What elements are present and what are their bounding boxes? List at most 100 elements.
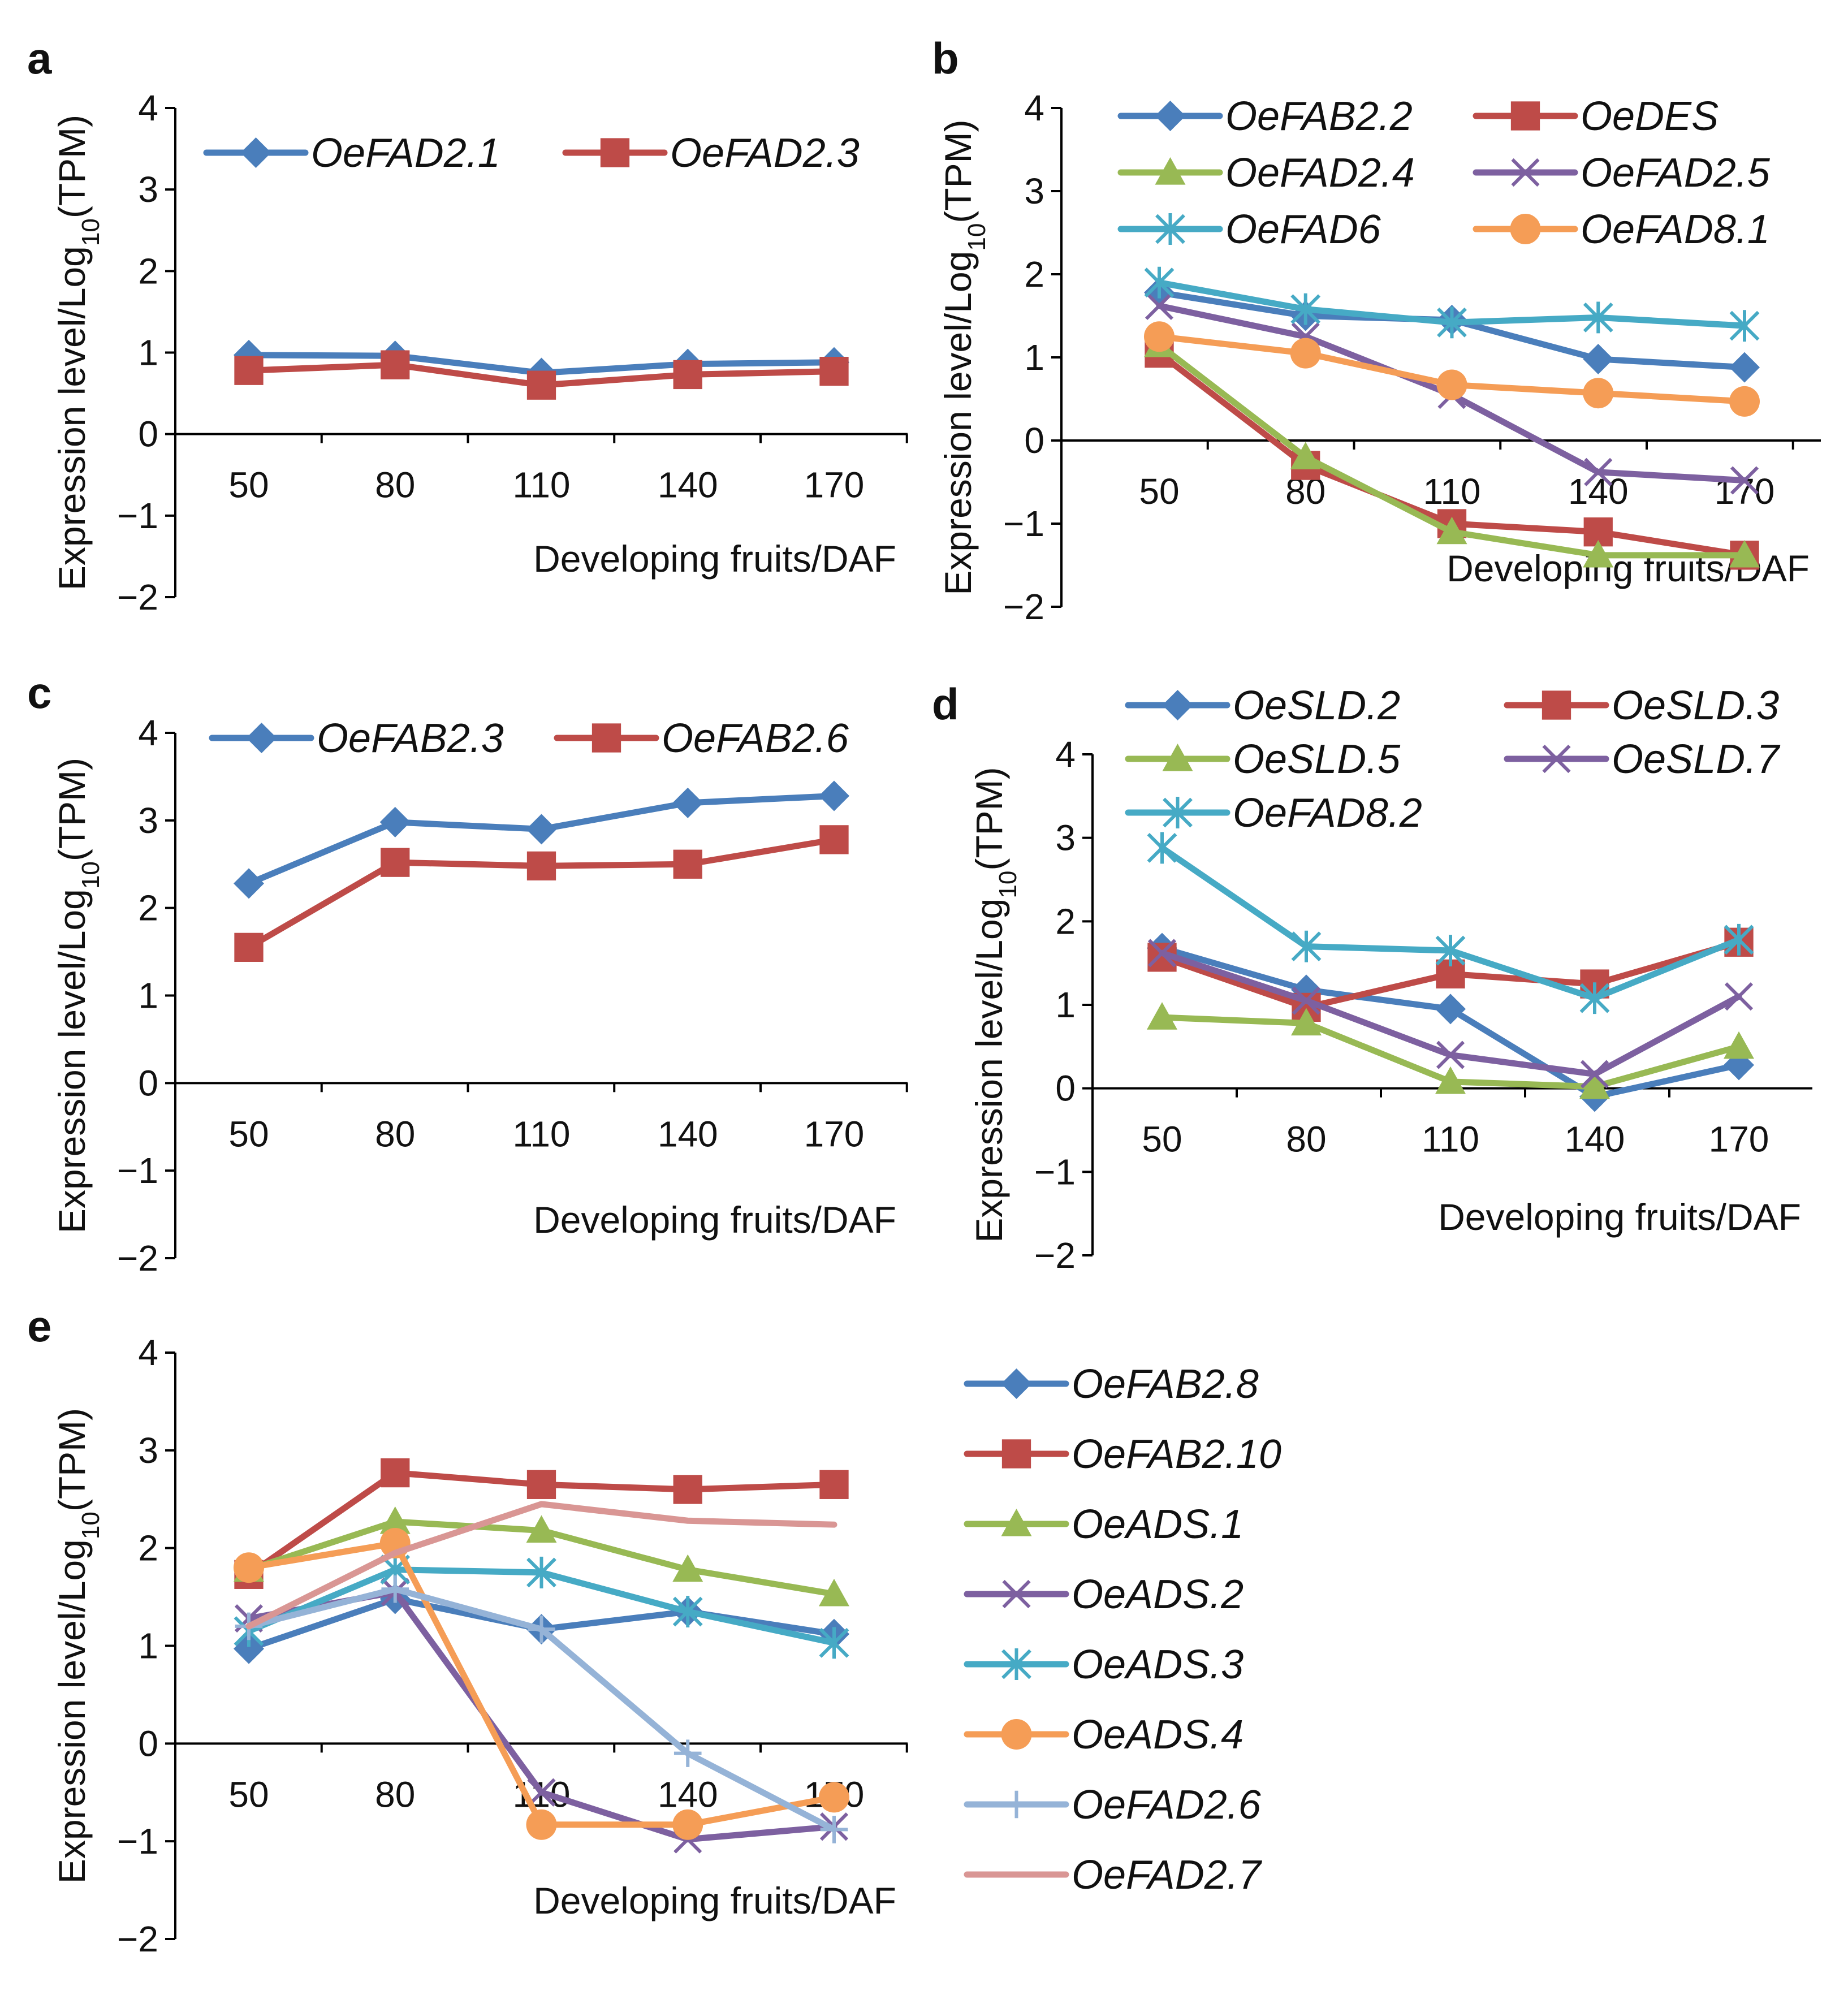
panel-c-y-tick-label: −2 — [117, 1238, 158, 1279]
panel-d-legend-entry-oesld-7-label: OeSLD.7 — [1612, 737, 1781, 782]
panel-d-series-oefad8-2-point — [1147, 832, 1177, 864]
panel-e-legend-entry-oeads-4-label: OeADS.4 — [1072, 1712, 1243, 1757]
panel-c-x-tick-label: 140 — [658, 1113, 718, 1154]
panel-b-series-oefad8-1-point — [1290, 338, 1321, 369]
panel-e-x-tick-label: 80 — [375, 1774, 415, 1815]
panel-a-x-axis-label: Developing fruits/DAF — [533, 538, 896, 580]
panel-e-legend-entry-oefab2-10-label: OeFAB2.10 — [1072, 1432, 1281, 1477]
panel-a-legend-entry-oefad2-1: OeFAD2.1 — [203, 131, 500, 176]
panel-b-series-oefab2-2-point — [1729, 352, 1760, 383]
panel-b-y-tick-label: 1 — [1024, 337, 1044, 378]
panel-d-series-oesld-7 — [1147, 939, 1754, 1089]
panel-d-series-oesld-5 — [1147, 1002, 1754, 1099]
panel-e-legend-entry-oefad2-6: OeFAD2.6 — [964, 1782, 1262, 1828]
panel-b-legend-entry-oefad2-4: OeFAD2.4 — [1117, 150, 1415, 196]
panel-a-y-axis-label-suffix: (TPM) — [51, 115, 93, 218]
panel-c-series-oefab2-6-point — [526, 851, 556, 880]
panel-c-series-oefab2-6-point — [234, 932, 264, 962]
panel-b-legend-entry-oefad2-5-label: OeFAD2.5 — [1581, 150, 1771, 196]
panel-b-series-oefad2-5-point — [1584, 457, 1613, 486]
panel-d-y-axis-label-prefix: Expression level/Log — [968, 899, 1010, 1243]
panel-c-series-oefab2-3-point — [819, 780, 849, 811]
panel-d-legend-entry-oesld-7: OeSLD.7 — [1504, 737, 1781, 782]
panel-c-series-oefab2-3-point — [379, 806, 411, 837]
panel-c-x-tick-label: 80 — [375, 1113, 415, 1154]
panel-d-series-oefad8-2 — [1147, 832, 1754, 1014]
panel-b-y-axis-label-suffix: (TPM) — [937, 119, 979, 223]
panel-c-y-tick-label: 1 — [138, 975, 158, 1016]
panel-d-x-tick-label: 80 — [1286, 1119, 1326, 1160]
panel-a-y-tick-label: 3 — [138, 169, 158, 210]
panel-d-legend-entry-oesld-3: OeSLD.3 — [1504, 683, 1779, 728]
panel-e-y-tick-label: 2 — [138, 1528, 158, 1569]
panel-b-legend-entry-oefab2-2-label: OeFAB2.2 — [1225, 94, 1413, 139]
panel-b-letter: b — [932, 33, 959, 83]
panel-d-series-oefad8-2-point — [1291, 930, 1322, 962]
panel-e-legend-entry-oefab2-8: OeFAB2.8 — [964, 1362, 1259, 1407]
panel-e-legend-entry-oeads-3-label: OeADS.3 — [1072, 1642, 1243, 1687]
panel-d-x-tick-label: 50 — [1142, 1119, 1182, 1160]
panel-d-series-oesld-7-point — [1724, 982, 1754, 1011]
panel-e-series-oefad2-7 — [245, 1501, 837, 1630]
panel-c-y-axis-label-suffix: (TPM) — [51, 758, 93, 861]
panel-d-y-axis-label-subscript: 10 — [994, 871, 1022, 899]
panel-b-legend-entry-oefab2-2: OeFAB2.2 — [1117, 94, 1413, 139]
panel-b-series-oefad6 — [1144, 266, 1760, 342]
panel-b-series-oefad2-4-point — [1583, 539, 1614, 568]
panel-b-series-oefad8-1-point — [1583, 378, 1614, 409]
panel-a-legend-entry-oefad2-3-label: OeFAD2.3 — [670, 131, 860, 176]
panel-e-series-oeads-1-point — [379, 1506, 411, 1534]
panel-b-x-tick-label: 110 — [1423, 471, 1480, 512]
panel-d-legend-entry-oesld-3-label: OeSLD.3 — [1612, 683, 1779, 728]
panel-a-legend-entry-oefad2-1-label: OeFAD2.1 — [311, 131, 500, 176]
panel-a-series-oefad2-3-point — [234, 356, 264, 385]
panel-e-legend-entry-oeads-1-label: OeADS.1 — [1072, 1502, 1243, 1547]
panel-d-legend-entry-oefad8-2: OeFAD8.2 — [1125, 791, 1422, 836]
panel-d-series-oefad8-2-point — [1724, 923, 1754, 956]
panel-a-y-tick-label: −1 — [117, 495, 158, 536]
panel-c-series-oefab2-6-point — [381, 848, 410, 877]
panel-d-legend: OeSLD.2 OeSLD.3 OeSLD.5 OeSLD.7 OeFAD8.2 — [1125, 683, 1781, 836]
panel-b-series-oefab2-2-point — [1583, 343, 1614, 374]
panel-e-legend-entry-oeads-3: OeADS.3 — [964, 1642, 1243, 1687]
panel-a-y-tick-label: 0 — [138, 414, 158, 455]
panel-b-x-tick-label: 140 — [1568, 471, 1629, 512]
panel-b-legend-entry-oefad2-4-label: OeFAD2.4 — [1225, 150, 1415, 196]
panel-b-series-oefad8-1 — [1144, 321, 1760, 417]
panel-e-legend-entry-oefad2-6-label: OeFAD2.6 — [1072, 1782, 1262, 1828]
panel-e-y-axis-label-suffix: (TPM) — [51, 1408, 93, 1512]
panel-d-series-oesld-5-point — [1579, 1071, 1610, 1099]
panel-e-series-oeads-4-point — [234, 1552, 264, 1583]
panel-e-legend-entry-oefab2-10-marker — [1001, 1439, 1031, 1469]
panel-a-legend-entry-oefad2-3-marker — [600, 138, 630, 167]
panel-b-series-oefad8-1-point — [1144, 321, 1175, 352]
panel-d-legend-entry-oefad8-2-marker — [1163, 797, 1193, 828]
panel-b-series-oefad2-5-point — [1730, 466, 1759, 495]
panel-e-y-axis-label-prefix: Expression level/Log — [51, 1539, 93, 1884]
panel-c-series-oefab2-6-point — [673, 849, 702, 879]
panel-d-y-axis-label: Expression level/Log10(TPM) — [968, 767, 1022, 1242]
panel-d-legend-entry-oesld-2-marker — [1162, 690, 1193, 720]
panel-b-legend-entry-oefad6: OeFAD6 — [1117, 207, 1381, 252]
panel-b-series-oefad6-point — [1437, 306, 1467, 339]
panel-e-legend-entry-oeads-1-marker — [1001, 1509, 1032, 1536]
panel-e-legend-entry-oefab2-8-label: OeFAB2.8 — [1072, 1362, 1259, 1407]
panel-e-series-oeads-4-point — [526, 1809, 557, 1840]
panel-c-x-tick-label: 110 — [512, 1113, 570, 1154]
panel-e-legend-entry-oefad2-7: OeFAD2.7 — [964, 1852, 1263, 1898]
panel-e-legend-entry-oeads-4: OeADS.4 — [964, 1712, 1243, 1757]
panel-a-y-axis-label-prefix: Expression level/Log — [51, 246, 93, 590]
panel-d-series-oesld-7-point — [1580, 1060, 1609, 1089]
panel-e-legend-entry-oefab2-10: OeFAB2.10 — [964, 1432, 1281, 1477]
panel-d-legend-entry-oesld-3-marker — [1542, 690, 1571, 720]
panel-e-y-tick-label: 4 — [138, 1332, 158, 1373]
panel-e-x-tick-label: 140 — [658, 1774, 718, 1815]
panel-b-series-oefad2-4-point — [1290, 442, 1321, 469]
panel-c-letter: c — [27, 668, 51, 718]
panel-e-series-oeads-2-point — [527, 1778, 556, 1807]
panel-d-legend-entry-oesld-2: OeSLD.2 — [1125, 683, 1400, 728]
panel-d-legend-entry-oesld-5-label: OeSLD.5 — [1233, 737, 1401, 782]
panel-c-series-oefab2-3 — [234, 780, 849, 899]
